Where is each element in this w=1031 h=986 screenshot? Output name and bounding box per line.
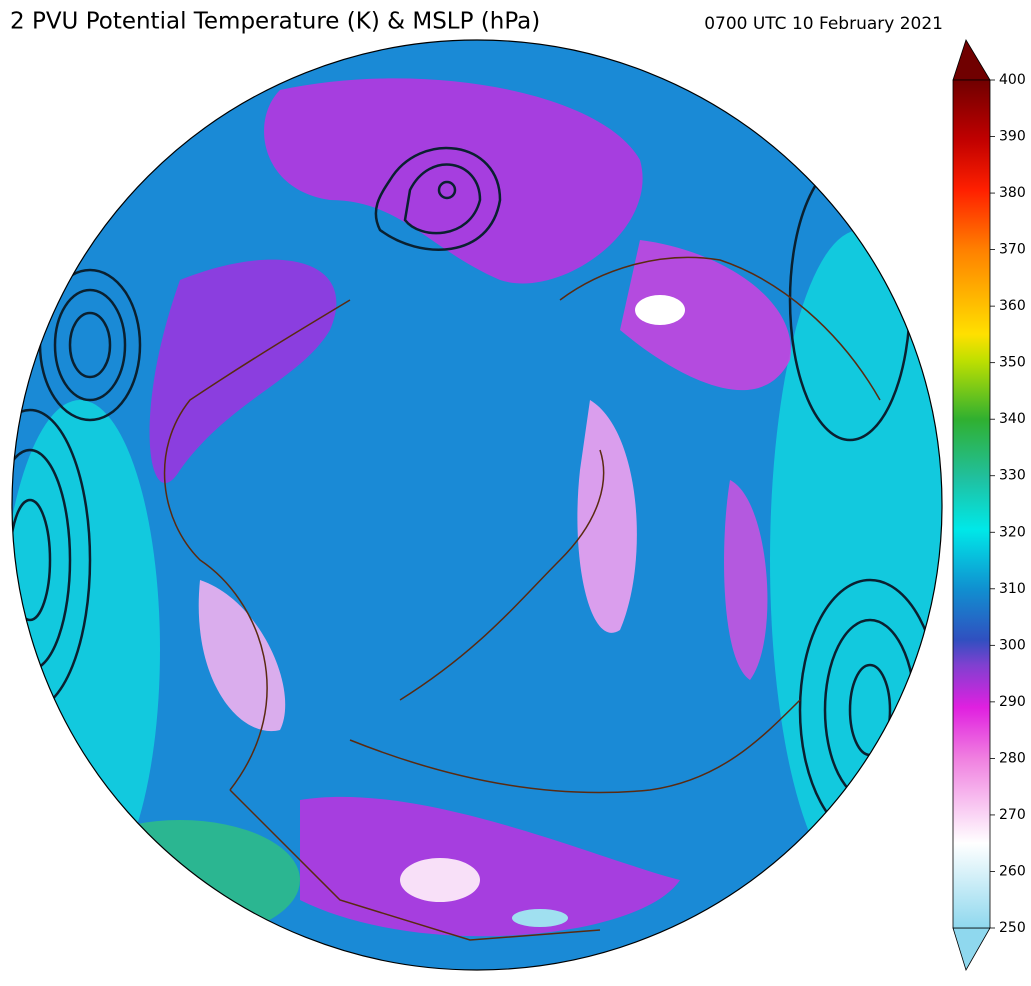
region — [264, 78, 643, 284]
globe-outline — [11, 39, 943, 971]
colorbar-tick-label: 340 — [999, 411, 1026, 427]
valid-time: 0700 UTC 10 February 2021 — [704, 14, 943, 34]
region — [577, 400, 637, 633]
colorbar-extend-max — [952, 39, 991, 81]
colorbar-tick-label: 250 — [999, 920, 1026, 936]
region — [770, 230, 942, 890]
colorbar-tick-label: 350 — [999, 355, 1026, 371]
region — [512, 909, 568, 927]
region — [400, 858, 480, 902]
colorbar-tick-label: 390 — [999, 129, 1026, 145]
region — [300, 796, 680, 937]
colorbar-tick-label: 280 — [999, 750, 1026, 766]
colorbar-tick-label: 260 — [999, 863, 1026, 879]
colorbar-tick-label: 380 — [999, 185, 1026, 201]
colorbar-tick-label: 270 — [999, 807, 1026, 823]
colorbar-tick-label: 330 — [999, 468, 1026, 484]
region — [635, 295, 685, 325]
colorbar-tick-label: 400 — [999, 72, 1026, 88]
region — [724, 480, 768, 680]
colorbar-tick-label: 370 — [999, 242, 1026, 258]
colorbar-tick-label: 360 — [999, 298, 1026, 314]
region — [620, 240, 791, 391]
colorbar-extend-min — [952, 927, 991, 971]
colorbar-tick-label: 290 — [999, 694, 1026, 710]
region — [149, 259, 337, 484]
colorbar: 250 260 270 280 290 300 310 320 330 340 350 360 370 3… — [952, 39, 1026, 971]
colorbar-tick-label: 320 — [999, 524, 1026, 540]
region — [60, 820, 300, 940]
colorbar-body — [952, 79, 991, 929]
colorbar-tick-label: 310 — [999, 581, 1026, 597]
title: 2 PVU Potential Temperature (K) & MSLP (… — [10, 9, 540, 35]
coastlines — [163, 256, 881, 941]
colorbar-tick-label: 300 — [999, 637, 1026, 653]
region — [198, 580, 286, 732]
